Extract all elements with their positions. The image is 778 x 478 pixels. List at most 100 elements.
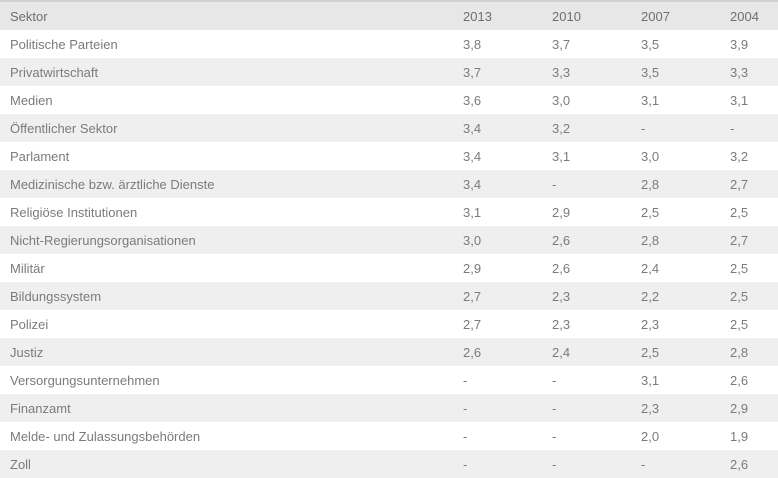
score-cell: -: [641, 456, 646, 472]
score-cell: -: [463, 428, 468, 444]
score-cell: 2,6: [463, 344, 482, 360]
score-cell: 2,7: [463, 288, 482, 304]
score-cell: 3,2: [730, 148, 749, 164]
score-cell: 2,4: [641, 260, 660, 276]
sector-label: Finanzamt: [10, 400, 71, 416]
score-cell: 2,7: [730, 176, 749, 192]
score-cell: -: [463, 372, 468, 388]
score-cell: 3,9: [730, 36, 749, 52]
score-cell: 3,0: [552, 92, 571, 108]
score-cell: 2,5: [730, 288, 749, 304]
score-cell: 3,3: [730, 64, 749, 80]
score-cell: 3,1: [641, 372, 660, 388]
table-row: Bildungssystem 2,7 2,3 2,2 2,5: [0, 282, 778, 310]
score-cell: 2,8: [641, 176, 660, 192]
score-cell: -: [463, 456, 468, 472]
score-cell: -: [552, 428, 557, 444]
score-cell: -: [552, 176, 557, 192]
header-row: Sektor 2013 2010 2007 2004: [0, 2, 778, 30]
table-row: Nicht-Regierungsorganisationen 3,0 2,6 2,8 2…: [0, 226, 778, 254]
score-cell: 2,0: [641, 428, 660, 444]
score-cell: 2,8: [641, 232, 660, 248]
sector-label: Militär: [10, 260, 45, 276]
score-cell: 3,0: [463, 232, 482, 248]
column-header-2013: 2013: [463, 8, 492, 24]
score-cell: 2,8: [730, 344, 749, 360]
score-cell: 3,4: [463, 176, 482, 192]
sector-label: Melde- und Zulassungsbehörden: [10, 428, 201, 444]
table-row: Melde- und Zulassungsbehörden - - 2,0 1,9: [0, 422, 778, 450]
sector-label: Justiz: [10, 344, 44, 360]
sector-label: Privatwirtschaft: [10, 64, 99, 80]
score-cell: 3,5: [641, 64, 660, 80]
score-cell: 3,4: [463, 148, 482, 164]
score-cell: 2,6: [730, 456, 749, 472]
table-row: Politische Parteien 3,8 3,7 3,5 3,9: [0, 30, 778, 58]
score-cell: 3,1: [463, 204, 482, 220]
score-cell: 2,5: [641, 204, 660, 220]
score-cell: 3,2: [552, 120, 571, 136]
score-cell: 1,9: [730, 428, 749, 444]
score-cell: 3,4: [463, 120, 482, 136]
score-cell: 2,5: [641, 344, 660, 360]
score-cell: -: [463, 400, 468, 416]
score-cell: 3,6: [463, 92, 482, 108]
table-body: Politische Parteien 3,8 3,7 3,5 3,9 Privatwir…: [0, 30, 778, 478]
score-cell: 3,1: [730, 92, 749, 108]
sector-label: Medien: [10, 92, 53, 108]
table-row: Parlament 3,4 3,1 3,0 3,2: [0, 142, 778, 170]
score-cell: 2,2: [641, 288, 660, 304]
column-header-2010: 2010: [552, 8, 581, 24]
score-cell: 2,5: [730, 204, 749, 220]
score-cell: -: [552, 456, 557, 472]
score-cell: 3,5: [641, 36, 660, 52]
table-row: Zoll - - - 2,6: [0, 450, 778, 478]
score-cell: 2,7: [730, 232, 749, 248]
table-row: Medien 3,6 3,0 3,1 3,1: [0, 86, 778, 114]
sector-label: Öffentlicher Sektor: [10, 120, 118, 136]
score-cell: 3,1: [641, 92, 660, 108]
score-cell: 2,5: [730, 316, 749, 332]
score-cell: 3,1: [552, 148, 571, 164]
score-cell: -: [552, 400, 557, 416]
score-cell: 2,6: [552, 232, 571, 248]
sector-label: Bildungssystem: [10, 288, 102, 304]
table-row: Militär 2,9 2,6 2,4 2,5: [0, 254, 778, 282]
table-row: Finanzamt - - 2,3 2,9: [0, 394, 778, 422]
table-row: Medizinische bzw. ärztliche Dienste 3,4 - 2…: [0, 170, 778, 198]
score-cell: 3,0: [641, 148, 660, 164]
table-row: Justiz 2,6 2,4 2,5 2,8: [0, 338, 778, 366]
score-cell: -: [730, 120, 735, 136]
score-cell: 3,7: [552, 36, 571, 52]
table-row: Religiöse Institutionen 3,1 2,9 2,5 2,5: [0, 198, 778, 226]
sector-label: Politische Parteien: [10, 36, 118, 52]
column-header-2007: 2007: [641, 8, 670, 24]
score-cell: 2,4: [552, 344, 571, 360]
sector-label: Parlament: [10, 148, 70, 164]
score-cell: 2,9: [463, 260, 482, 276]
table-row: Polizei 2,7 2,3 2,3 2,5: [0, 310, 778, 338]
score-cell: 2,9: [552, 204, 571, 220]
sector-label: Zoll: [10, 456, 31, 472]
score-cell: 3,7: [463, 64, 482, 80]
score-cell: -: [641, 120, 646, 136]
table-row: Öffentlicher Sektor 3,4 3,2 - -: [0, 114, 778, 142]
sector-label: Nicht-Regierungsorganisationen: [10, 232, 196, 248]
table-row: Privatwirtschaft 3,7 3,3 3,5 3,3: [0, 58, 778, 86]
column-header-sektor: Sektor: [10, 8, 48, 24]
score-cell: 2,3: [641, 400, 660, 416]
table-row: Versorgungsunternehmen - - 3,1 2,6: [0, 366, 778, 394]
sector-label: Medizinische bzw. ärztliche Dienste: [10, 176, 215, 192]
score-cell: 2,5: [730, 260, 749, 276]
score-cell: 2,3: [552, 316, 571, 332]
score-cell: 2,3: [552, 288, 571, 304]
score-cell: 2,3: [641, 316, 660, 332]
score-cell: 2,7: [463, 316, 482, 332]
sector-label: Versorgungsunternehmen: [10, 372, 160, 388]
column-header-2004: 2004: [730, 8, 759, 24]
sector-label: Religiöse Institutionen: [10, 204, 138, 220]
score-cell: 2,9: [730, 400, 749, 416]
table-header: Sektor 2013 2010 2007 2004: [0, 2, 778, 30]
